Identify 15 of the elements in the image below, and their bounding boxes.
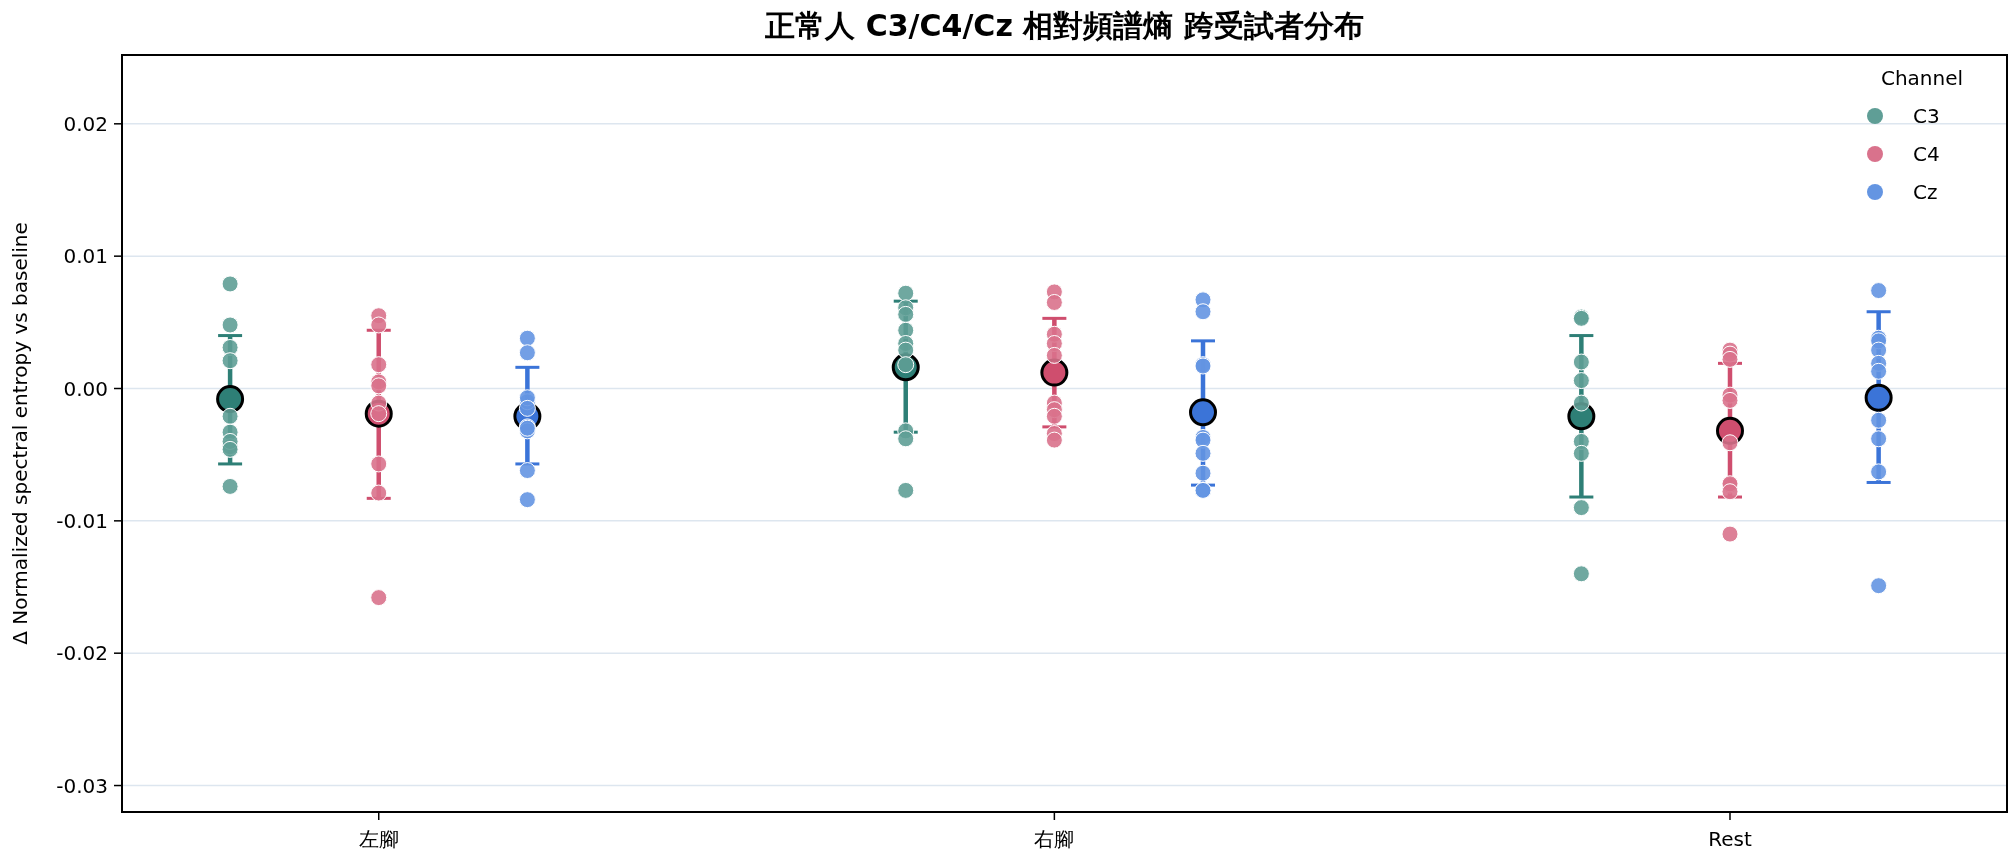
legend-label: C3 bbox=[1913, 104, 1940, 128]
y-tick-label: -0.01 bbox=[56, 508, 108, 533]
y-tick-label: 0.02 bbox=[63, 111, 108, 136]
y-tick-label: 0.00 bbox=[63, 376, 108, 401]
y-tick-label: -0.02 bbox=[56, 641, 108, 666]
legend-label: C4 bbox=[1913, 142, 1940, 166]
legend-title: Channel bbox=[1880, 66, 1964, 90]
x-tick-label: 右腳 bbox=[1034, 827, 1075, 851]
y-axis-title: Δ Normalized spectral entropy vs baseline bbox=[8, 222, 32, 645]
chart-title: 正常人 C3/C4/Cz 相對頻譜熵 跨受試者分布 bbox=[764, 8, 1364, 43]
x-tick-label: 左腳 bbox=[358, 827, 399, 851]
y-tick-label: 0.01 bbox=[63, 244, 108, 269]
legend-label: Cz bbox=[1913, 180, 1938, 204]
y-tick-label: -0.03 bbox=[56, 773, 108, 798]
x-tick-label: Rest bbox=[1708, 827, 1752, 851]
